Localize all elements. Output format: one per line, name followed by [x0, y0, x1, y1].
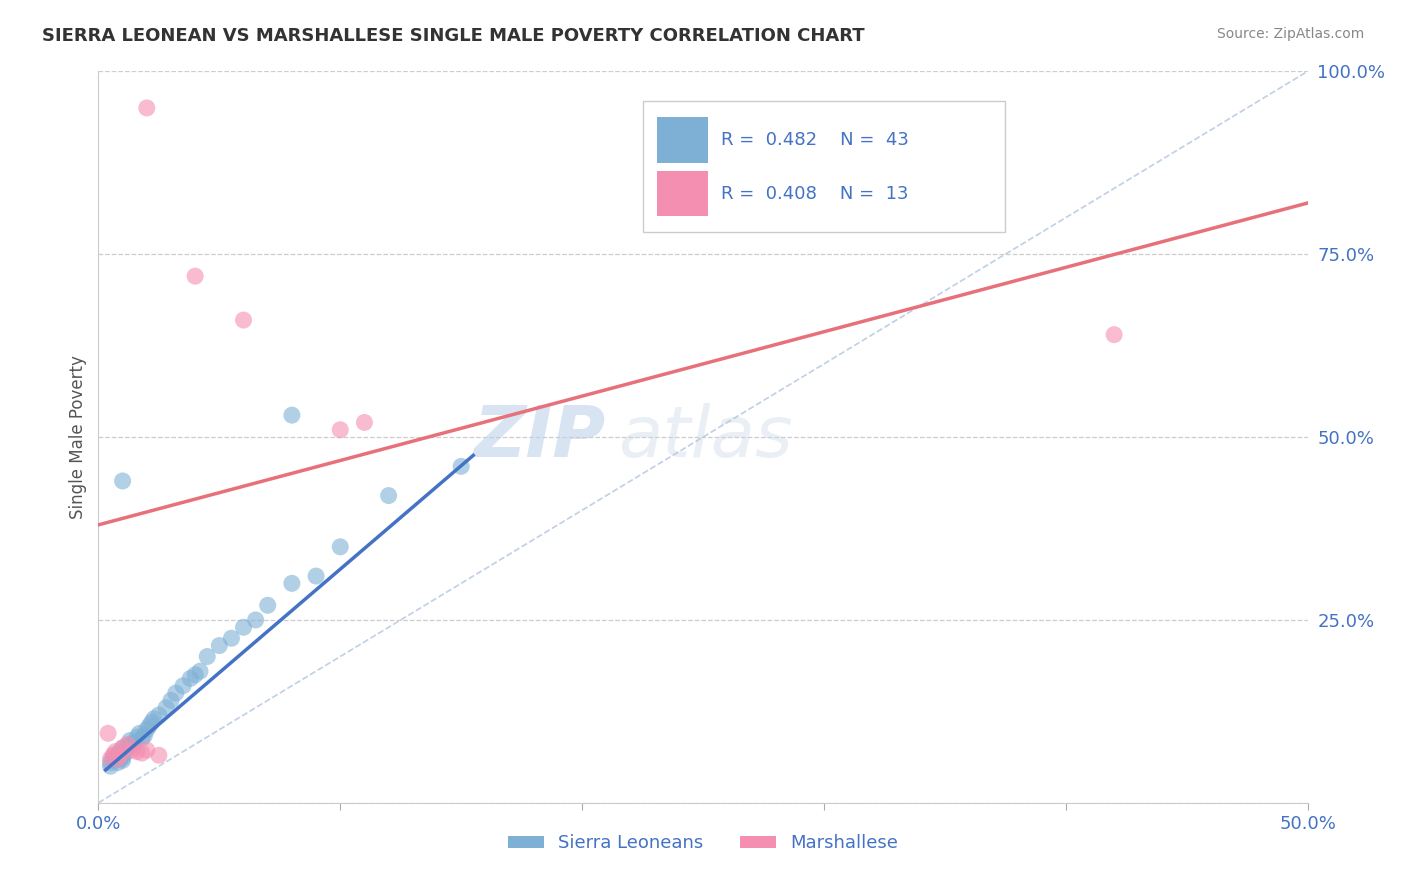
Point [281, 576, 304, 591]
Point [135, 101, 157, 115]
Point [281, 408, 304, 422]
FancyBboxPatch shape [643, 101, 1005, 232]
Point [141, 715, 163, 730]
Point [377, 489, 399, 503]
Point [143, 712, 166, 726]
Point [104, 748, 127, 763]
Point [184, 667, 207, 681]
Point [118, 733, 141, 747]
Text: ZIP: ZIP [474, 402, 606, 472]
Point [127, 730, 149, 744]
Text: atlas: atlas [619, 402, 793, 472]
Point [256, 599, 278, 613]
Point [128, 726, 150, 740]
Text: SIERRA LEONEAN VS MARSHALLESE SINGLE MALE POVERTY CORRELATION CHART: SIERRA LEONEAN VS MARSHALLESE SINGLE MAL… [42, 27, 865, 45]
Point [121, 743, 143, 757]
Point [148, 748, 170, 763]
Point [100, 756, 122, 770]
Legend: Sierra Leoneans, Marshallese: Sierra Leoneans, Marshallese [501, 827, 905, 860]
Point [165, 686, 187, 700]
Point [127, 745, 149, 759]
Point [329, 423, 352, 437]
Point [184, 269, 207, 284]
Point [101, 752, 124, 766]
Point [111, 740, 134, 755]
Point [117, 737, 139, 751]
Point [124, 736, 146, 750]
Text: Source: ZipAtlas.com: Source: ZipAtlas.com [1216, 27, 1364, 41]
Point [1102, 327, 1125, 342]
Point [131, 746, 153, 760]
Point [118, 737, 141, 751]
Point [111, 474, 134, 488]
Point [138, 719, 160, 733]
Text: R =  0.482    N =  43: R = 0.482 N = 43 [721, 131, 910, 149]
Point [114, 746, 136, 760]
FancyBboxPatch shape [657, 171, 707, 216]
Point [134, 729, 156, 743]
Point [329, 540, 352, 554]
Point [111, 753, 134, 767]
Point [148, 708, 170, 723]
Point [135, 723, 157, 737]
Point [305, 569, 328, 583]
Text: R =  0.408    N =  13: R = 0.408 N = 13 [721, 186, 908, 203]
Point [155, 700, 177, 714]
Point [135, 743, 157, 757]
Point [107, 752, 129, 766]
Point [100, 752, 122, 766]
Point [101, 748, 124, 763]
Point [450, 459, 472, 474]
Point [195, 649, 218, 664]
Point [108, 752, 131, 766]
Point [179, 672, 201, 686]
Point [208, 639, 231, 653]
Point [160, 693, 183, 707]
Point [232, 620, 254, 634]
Point [121, 739, 143, 753]
Point [107, 756, 129, 770]
Y-axis label: Single Male Poverty: Single Male Poverty [69, 355, 87, 519]
Point [100, 759, 122, 773]
Point [111, 750, 134, 764]
Point [131, 731, 153, 746]
FancyBboxPatch shape [657, 118, 707, 163]
Point [232, 313, 254, 327]
Point [104, 745, 127, 759]
Point [97, 726, 120, 740]
Point [245, 613, 267, 627]
Point [188, 664, 211, 678]
Point [117, 740, 139, 755]
Point [108, 745, 131, 759]
Point [111, 740, 134, 755]
Point [221, 632, 243, 646]
Point [353, 416, 375, 430]
Point [108, 748, 131, 763]
Point [172, 679, 194, 693]
